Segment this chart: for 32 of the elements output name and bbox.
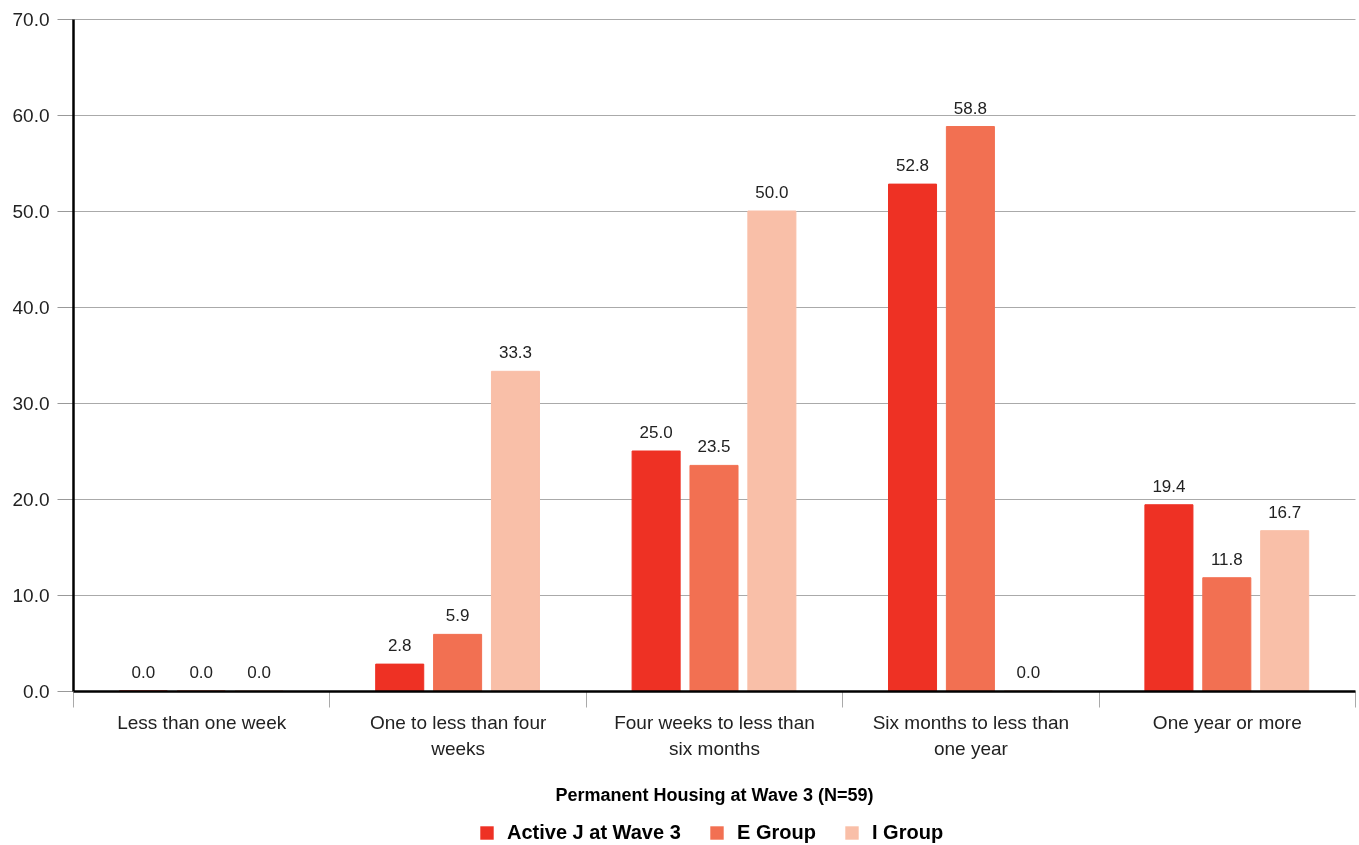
y-tick-label: 40.0 <box>12 296 50 318</box>
data-label: 52.8 <box>895 156 930 176</box>
data-label: 0.0 <box>247 663 271 682</box>
y-tick-label: 30.0 <box>12 392 50 414</box>
y-tick-label: 10.0 <box>12 584 50 606</box>
data-label: 0.0 <box>1016 663 1041 682</box>
data-label: 0.0 <box>131 663 156 682</box>
y-tick-label: 70.0 <box>12 8 50 30</box>
legend-label: E Group <box>737 821 816 843</box>
y-tick-label: 0.0 <box>23 680 50 702</box>
data-label: 2.8 <box>387 636 412 656</box>
y-tick-label: 20.0 <box>12 488 50 510</box>
x-tick-label: One to less than four weeks <box>369 711 547 759</box>
data-label: 33.3 <box>498 343 533 363</box>
data-label: 5.9 <box>445 606 470 626</box>
y-tick-label: 50.0 <box>12 200 50 222</box>
data-label: 25.0 <box>639 423 673 442</box>
x-tick-label: Four weeks to less than six months <box>614 711 815 759</box>
data-label: 16.7 <box>1268 502 1302 522</box>
x-tick-label: Less than one week <box>117 711 287 733</box>
legend-label: I Group <box>872 821 944 843</box>
x-axis-title: Permanent Housing at Wave 3 (N=59) <box>555 784 874 805</box>
x-tick-label: One year or more <box>1152 711 1302 733</box>
data-label: 11.8 <box>1210 549 1243 569</box>
data-label: 23.5 <box>697 437 731 457</box>
legend-label: Active J at Wave 3 <box>507 821 681 843</box>
x-tick-label: Six months to less than one year <box>872 711 1070 759</box>
data-label: 50.0 <box>755 183 789 202</box>
data-label: 19.4 <box>1152 476 1186 496</box>
data-label: 58.8 <box>953 98 987 118</box>
y-tick-label: 60.0 <box>12 104 50 126</box>
data-label: 0.0 <box>189 663 214 682</box>
